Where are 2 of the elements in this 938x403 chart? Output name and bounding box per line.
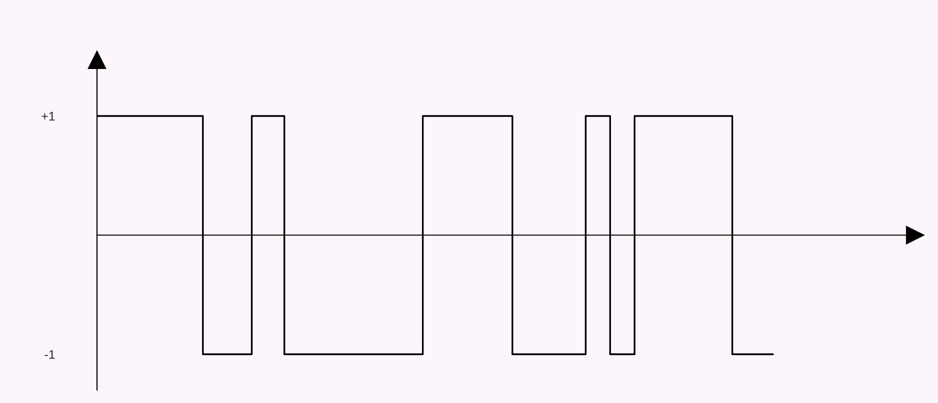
y-tick-label: -1 xyxy=(44,350,55,359)
y-tick-label: +1 xyxy=(42,112,55,121)
